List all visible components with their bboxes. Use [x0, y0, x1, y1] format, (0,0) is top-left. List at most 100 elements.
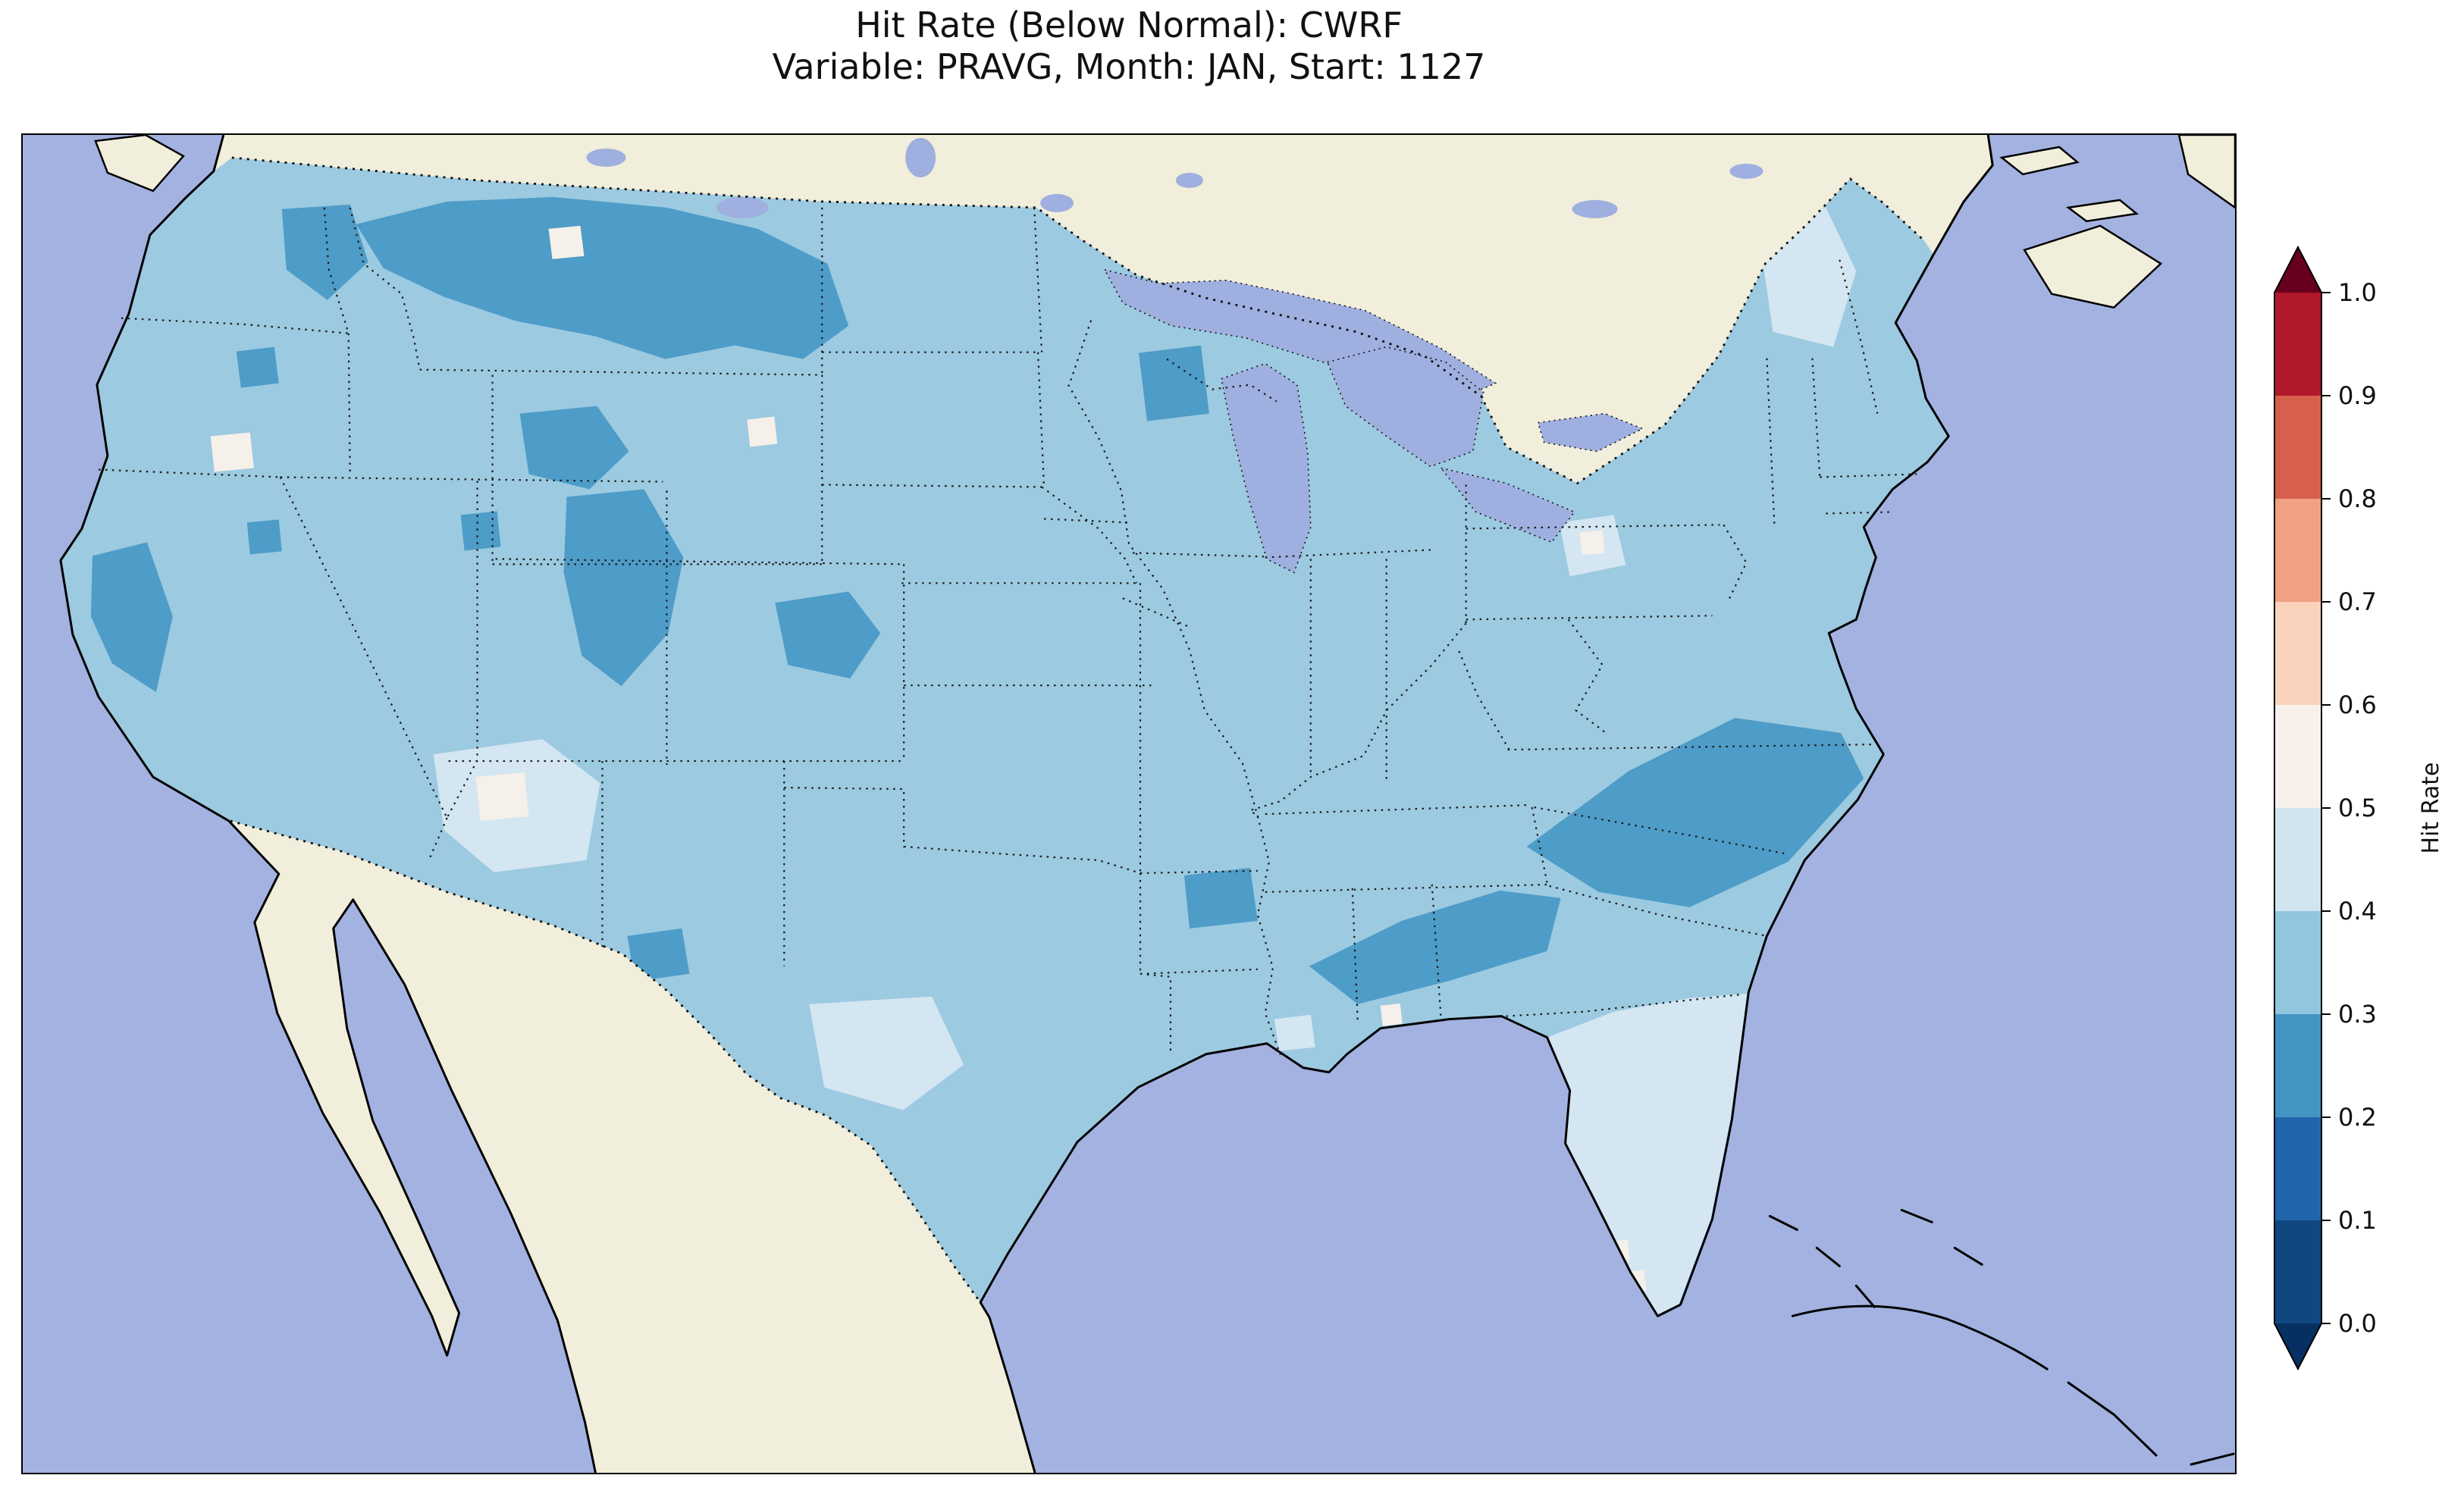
patch-west-texas: [809, 996, 964, 1110]
state-border-57: [1723, 524, 1748, 603]
state-border-62: [1839, 259, 1879, 414]
patch-idaho: [281, 204, 368, 300]
patch-nevada-white: [210, 432, 254, 472]
colorbar-segment-3: [2274, 911, 2321, 1014]
colorbar-segment-5: [2274, 705, 2321, 808]
patch-norcal-coast: [90, 542, 173, 693]
state-border-60: [1820, 473, 1917, 478]
state-border-33: [1140, 973, 1172, 1055]
colorbar-tick-label-0.5: 0.5: [2338, 794, 2377, 822]
patch-georgia-alabama: [1309, 890, 1561, 1004]
colorbar-segment-8: [2274, 396, 2321, 499]
patch-utah-central: [563, 489, 684, 687]
island-outline-1: [2067, 1381, 2158, 1457]
state-border-48: [1492, 993, 1743, 1018]
patch-florida: [1547, 993, 1748, 1315]
state-border-39: [1265, 549, 1432, 559]
hit-rate-patches: [90, 196, 1864, 1315]
title-line-1: Hit Rate (Below Normal): CWRF: [855, 5, 1403, 45]
patch-wv-white: [1579, 530, 1605, 556]
island-outline-6: [1953, 1246, 1983, 1266]
colorbar-segment-0: [2274, 1220, 2321, 1323]
patch-carolinas-coast: [1526, 718, 1864, 907]
patch-louisiana-delta: [1274, 1014, 1315, 1051]
patch-colorado-nebraska: [775, 591, 881, 679]
colorbar: 0.0 0.1 0.2 0.3 0.4 0.5 0.6 0.7 0.8 0.9 1.0 Hit Rat…: [2265, 241, 2464, 1401]
state-border-64: [1069, 320, 1092, 384]
colorbar-segment-6: [2274, 602, 2321, 705]
island-2: [2177, 135, 2235, 209]
state-border-58: [1766, 358, 1776, 525]
small-lake-0: [586, 148, 626, 167]
island-1: [2023, 224, 2163, 309]
colorbar-axis-label: Hit Rate: [2418, 763, 2444, 854]
colorbar-tick-label-0.8: 0.8: [2338, 484, 2377, 513]
great-lake-2: [1326, 346, 1484, 468]
colorbar-tick-label-0.1: 0.1: [2338, 1206, 2377, 1235]
small-lake-3: [1040, 193, 1074, 212]
colorbar-tick-label-0.9: 0.9: [2338, 381, 2377, 410]
patch-wisconsin-michigan: [1138, 345, 1209, 421]
figure-title: Hit Rate (Below Normal): CWRF Variable: …: [21, 5, 2237, 88]
island-outline-7: [2190, 1452, 2235, 1466]
state-border-38: [1132, 552, 1265, 558]
colorbar-tick-label-0.7: 0.7: [2338, 587, 2377, 616]
colorbar-tick-label-0.0: 0.0: [2338, 1309, 2377, 1338]
small-lake-5: [1729, 163, 1763, 179]
state-border-17: [822, 484, 1042, 488]
island-0: [94, 135, 185, 193]
state-border-1: [98, 468, 281, 478]
map-panel: [21, 133, 2237, 1474]
colorbar-svg: 0.0 0.1 0.2 0.3 0.4 0.5 0.6 0.7 0.8 0.9 1.0 Hit Rat…: [2274, 245, 2444, 1371]
colorbar-tick-label-0.3: 0.3: [2338, 1000, 2377, 1029]
patch-texas-panhandle: [627, 928, 690, 982]
patch-montana-white: [548, 225, 585, 259]
patch-mississippi: [1183, 867, 1258, 929]
state-border-55: [1466, 615, 1713, 621]
national-border-0: [231, 156, 1926, 485]
patch-nevada-utah-north: [519, 406, 629, 490]
state-border-36: [1044, 518, 1128, 524]
coastline-0: [59, 135, 597, 1473]
state-border-24: [1041, 486, 1137, 584]
great-lake-4: [1537, 412, 1644, 453]
colorbar-tick-label-0.6: 0.6: [2338, 691, 2377, 719]
colorbar-segment-7: [2274, 499, 2321, 602]
small-lake-4: [1572, 199, 1618, 218]
island-outline-4: [1854, 1284, 1876, 1308]
title-line-2: Variable: PRAVG, Month: JAN, Start: 1127: [772, 46, 1486, 88]
state-border-53: [1457, 649, 1510, 750]
state-border-5: [323, 207, 350, 334]
patch-oregon-small: [236, 346, 279, 388]
coastline-1: [979, 135, 1994, 1473]
state-border-2: [279, 477, 448, 819]
us-hit-rate-map: [23, 135, 2235, 1473]
colorbar-segment-2: [2274, 1014, 2321, 1117]
state-border-56: [1466, 524, 1720, 530]
island-outline-2: [1768, 1214, 1798, 1231]
state-border-4: [347, 333, 351, 475]
patch-colorado-white: [747, 416, 778, 447]
state-border-0: [121, 317, 349, 334]
great-lake-1: [1220, 362, 1312, 574]
state-border-7: [280, 476, 663, 483]
state-border-3: [428, 817, 448, 861]
colorbar-over-arrow: [2274, 247, 2321, 293]
colorbar-tick-label-0.2: 0.2: [2338, 1103, 2377, 1132]
colorbar-segment-4: [2274, 808, 2321, 911]
colorbar-segment-1: [2274, 1117, 2321, 1220]
island-3: [2066, 199, 2140, 223]
colorbar-under-arrow: [2274, 1323, 2321, 1369]
state-border-61: [1826, 511, 1895, 515]
island-outline-5: [1900, 1208, 1933, 1223]
small-lake-2: [905, 137, 936, 177]
island-outline-0: [1791, 1305, 2049, 1370]
small-lake-1: [716, 196, 769, 218]
patch-nevada-small: [460, 511, 501, 551]
small-lake-6: [1175, 172, 1203, 188]
state-border-54: [1567, 619, 1607, 734]
patch-gulf-white: [1380, 1003, 1403, 1026]
patch-montana-dakota: [356, 196, 849, 359]
patch-sierra-small: [246, 519, 282, 555]
